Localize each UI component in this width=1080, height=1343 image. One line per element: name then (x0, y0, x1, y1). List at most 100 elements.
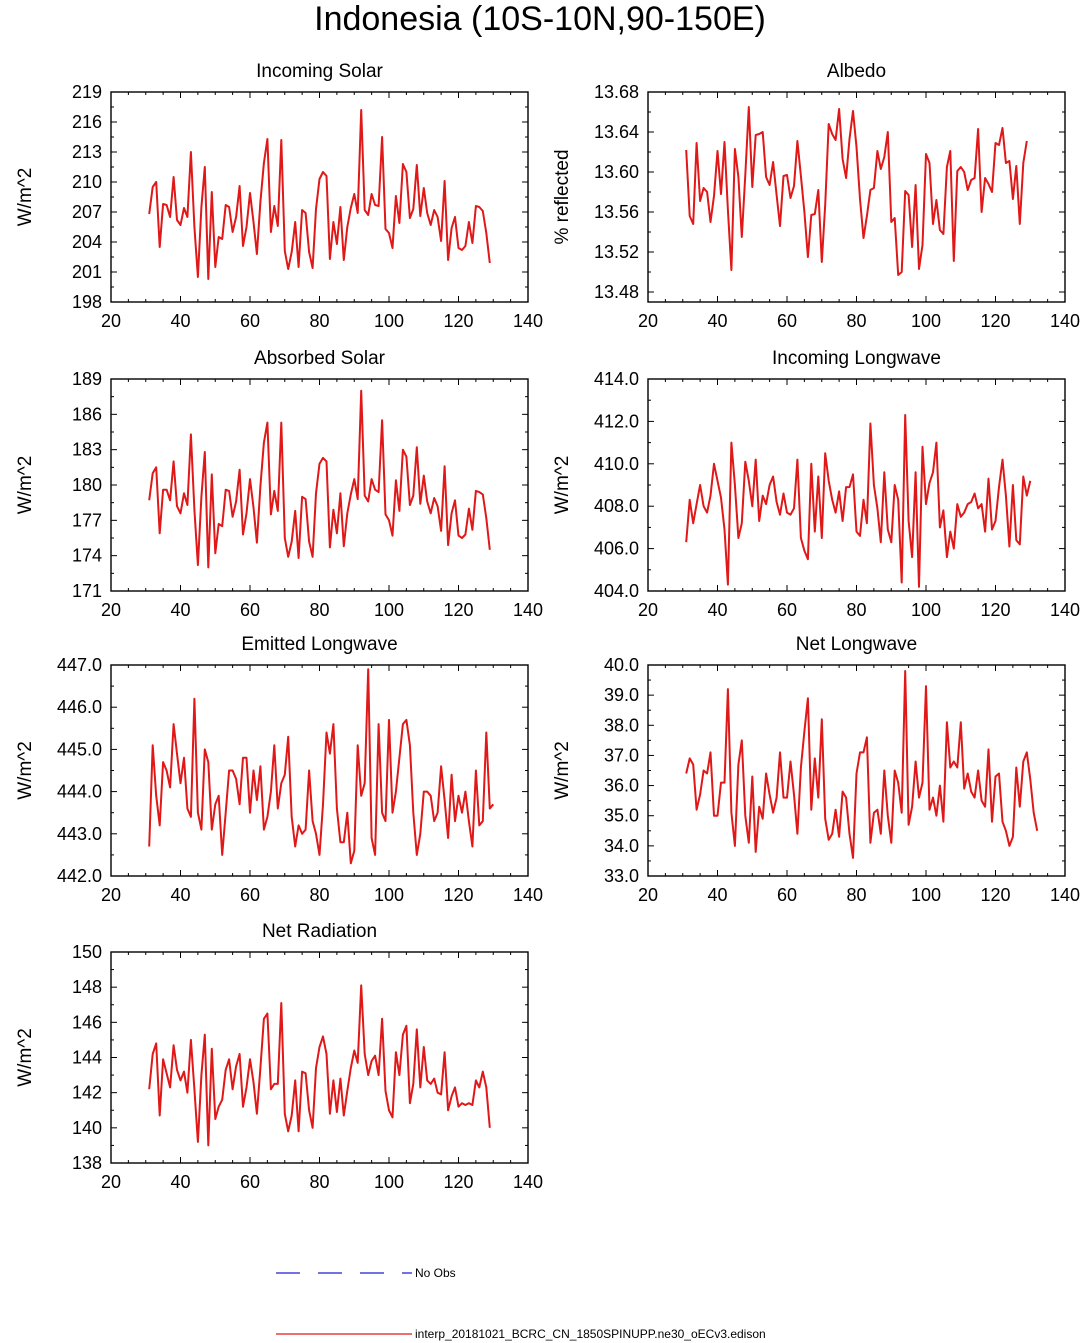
panel-title: Emitted Longwave (241, 634, 397, 655)
x-tick-label: 120 (443, 600, 473, 620)
y-tick-label: 138 (72, 1153, 102, 1173)
y-tick-label: 177 (72, 510, 102, 530)
x-tick-label: 120 (443, 1172, 473, 1192)
y-tick-label: 442.0 (57, 866, 102, 886)
y-tick-label: 444.0 (57, 782, 102, 802)
x-tick-label: 140 (513, 311, 543, 331)
x-tick-label: 140 (513, 1172, 543, 1192)
x-tick-label: 80 (846, 600, 866, 620)
y-tick-label: 219 (72, 82, 102, 102)
x-tick-label: 40 (707, 885, 727, 905)
panel-title: Absorbed Solar (254, 348, 386, 369)
plot-frame (110, 378, 529, 592)
series-line-net-longwave (685, 670, 1039, 859)
panel-title: Albedo (827, 61, 886, 82)
y-tick-label: 447.0 (57, 655, 102, 675)
series-line-net-radiation (148, 984, 491, 1147)
x-tick-label: 40 (170, 600, 190, 620)
x-tick-label: 20 (638, 600, 658, 620)
plot-frame (647, 91, 1066, 303)
y-tick-label: 13.48 (594, 282, 639, 302)
x-tick-label: 80 (309, 885, 329, 905)
y-tick-label: 183 (72, 440, 102, 460)
y-tick-label: 140 (72, 1118, 102, 1138)
y-tick-label: 204 (72, 232, 102, 252)
panel-title: Net Radiation (262, 921, 377, 942)
x-tick-label: 100 (374, 1172, 404, 1192)
x-tick-label: 140 (1050, 311, 1080, 331)
series-line-albedo (685, 106, 1028, 276)
series-line-emitted-longwave (148, 668, 495, 865)
figure-title: Indonesia (10S-10N,90-150E) (314, 0, 766, 38)
y-tick-label: 207 (72, 202, 102, 222)
y-axis-label: W/m^2 (15, 741, 36, 800)
y-tick-label: 37.0 (604, 745, 639, 765)
y-tick-label: 148 (72, 977, 102, 997)
y-tick-label: 210 (72, 172, 102, 192)
panel-incoming-solar: Incoming Solar W/m^2 20 40 60 80 100 120 140 198 2… (15, 61, 543, 331)
x-tick-label: 60 (777, 885, 797, 905)
y-tick-label: 174 (72, 546, 102, 566)
y-tick-label: 180 (72, 475, 102, 495)
panel-incoming-longwave: Incoming Longwave W/m^2 20 40 60 80 100 120 140 4… (552, 348, 1080, 620)
legend-label-no-obs: No Obs (415, 1266, 456, 1280)
y-axis-label: W/m^2 (15, 168, 36, 227)
x-tick-label: 20 (101, 885, 121, 905)
y-tick-label: 406.0 (594, 539, 639, 559)
x-tick-label: 140 (1050, 885, 1080, 905)
y-tick-label: 171 (72, 581, 102, 601)
y-tick-label: 40.0 (604, 655, 639, 675)
panel-title: Incoming Longwave (772, 348, 941, 369)
y-tick-label: 186 (72, 404, 102, 424)
y-tick-label: 410.0 (594, 454, 639, 474)
y-tick-label: 13.56 (594, 202, 639, 222)
x-tick-label: 120 (443, 311, 473, 331)
series-line-incoming-longwave (685, 414, 1032, 588)
y-tick-label: 412.0 (594, 411, 639, 431)
x-tick-label: 80 (846, 311, 866, 331)
x-tick-label: 40 (170, 311, 190, 331)
plot-frame (647, 378, 1066, 592)
x-tick-label: 140 (513, 885, 543, 905)
plot-frame (110, 664, 529, 877)
y-tick-label: 408.0 (594, 496, 639, 516)
y-tick-label: 414.0 (594, 369, 639, 389)
x-tick-label: 40 (170, 1172, 190, 1192)
y-tick-label: 35.0 (604, 806, 639, 826)
x-tick-label: 20 (638, 885, 658, 905)
y-axis-label: W/m^2 (552, 741, 573, 800)
x-tick-label: 120 (980, 600, 1010, 620)
y-tick-label: 33.0 (604, 866, 639, 886)
x-tick-label: 120 (980, 885, 1010, 905)
y-axis-label: W/m^2 (552, 456, 573, 515)
y-tick-label: 142 (72, 1083, 102, 1103)
plot-frame (110, 951, 529, 1164)
y-tick-label: 201 (72, 262, 102, 282)
y-tick-label: 13.60 (594, 162, 639, 182)
y-tick-label: 36.0 (604, 776, 639, 796)
x-tick-label: 100 (374, 311, 404, 331)
x-tick-label: 20 (101, 311, 121, 331)
x-tick-label: 100 (374, 885, 404, 905)
x-tick-label: 100 (374, 600, 404, 620)
x-tick-label: 60 (240, 600, 260, 620)
x-tick-label: 40 (170, 885, 190, 905)
panel-emitted-longwave: Emitted Longwave W/m^2 20 40 60 80 100 120 140 44… (15, 634, 543, 905)
series-line-incoming-solar (148, 109, 491, 280)
x-tick-label: 60 (240, 885, 260, 905)
x-tick-label: 60 (777, 600, 797, 620)
y-tick-label: 39.0 (604, 685, 639, 705)
x-tick-label: 100 (911, 885, 941, 905)
x-tick-label: 60 (240, 311, 260, 331)
y-tick-label: 13.68 (594, 82, 639, 102)
y-tick-label: 13.64 (594, 122, 639, 142)
x-tick-label: 80 (846, 885, 866, 905)
x-tick-label: 80 (309, 311, 329, 331)
y-tick-label: 146 (72, 1012, 102, 1032)
x-tick-label: 120 (443, 885, 473, 905)
panel-net-longwave: Net Longwave W/m^2 20 40 60 80 100 120 140 33.0 34… (552, 634, 1080, 905)
y-axis-label: W/m^2 (15, 1028, 36, 1087)
y-tick-label: 38.0 (604, 715, 639, 735)
panel-net-radiation: Net Radiation W/m^2 20 40 60 80 100 120 140 138 14… (15, 921, 543, 1192)
